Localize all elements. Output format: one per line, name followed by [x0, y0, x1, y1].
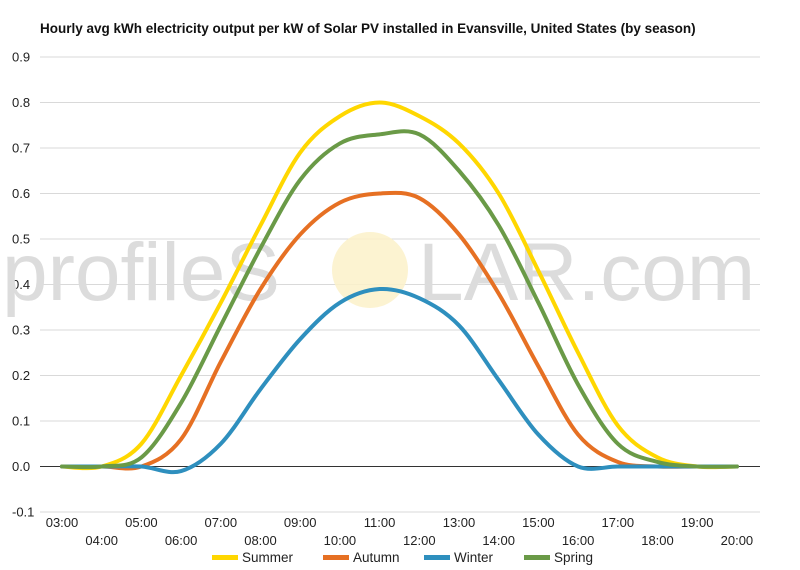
y-tick-label: 0.4 [12, 277, 30, 292]
series-line-spring [60, 129, 739, 470]
chart-title: Hourly avg kWh electricity output per kW… [40, 21, 696, 36]
x-tick-label: 08:00 [244, 533, 277, 548]
series-line-autumn [60, 190, 739, 471]
x-axis-labels: 03:00 04:00 05:00 06:00 07:00 08:00 09:00 10:00… [46, 515, 753, 548]
y-tick-label: 0.7 [12, 141, 30, 156]
x-tick-label: 05:00 [125, 515, 158, 530]
legend-label-winter: Winter [454, 550, 494, 565]
y-tick-label: 0.2 [12, 368, 30, 383]
series-line-summer [60, 100, 739, 471]
watermark-sun-icon [332, 232, 408, 308]
watermark-right-text: LAR.com [418, 227, 755, 318]
legend-label-summer: Summer [242, 550, 294, 565]
x-tick-label: 03:00 [46, 515, 79, 530]
legend-label-spring: Spring [554, 550, 593, 565]
y-tick-label: -0.1 [12, 505, 34, 520]
x-tick-label: 14:00 [482, 533, 515, 548]
x-tick-label: 07:00 [205, 515, 238, 530]
x-tick-label: 11:00 [364, 515, 396, 530]
y-tick-label: 0.5 [12, 232, 30, 247]
x-tick-label: 06:00 [165, 533, 198, 548]
x-tick-label: 16:00 [562, 533, 595, 548]
legend: Summer Autumn Winter Spring [212, 550, 593, 565]
x-tick-label: 17:00 [602, 515, 635, 530]
y-tick-label: 0.0 [12, 459, 30, 474]
x-tick-label: 09:00 [284, 515, 317, 530]
y-tick-label: 0.9 [12, 50, 30, 65]
y-axis-labels: 0.9 0.8 0.7 0.6 0.5 0.4 0.3 0.2 0.1 0.0 -0.1 [12, 50, 34, 520]
x-tick-label: 04:00 [85, 533, 118, 548]
y-tick-label: 0.3 [12, 323, 30, 338]
legend-swatch-winter [424, 555, 450, 560]
legend-swatch-spring [524, 555, 550, 560]
x-tick-label: 19:00 [681, 515, 714, 530]
x-tick-label: 15:00 [522, 515, 555, 530]
legend-swatch-summer [212, 555, 238, 560]
legend-label-autumn: Autumn [353, 550, 400, 565]
x-tick-label: 20:00 [721, 533, 754, 548]
y-tick-label: 0.1 [12, 414, 30, 429]
x-tick-label: 12:00 [403, 533, 436, 548]
legend-swatch-autumn [323, 555, 349, 560]
series-line-winter [60, 286, 739, 475]
y-tick-label: 0.8 [12, 95, 30, 110]
watermark: profileS LAR.com [2, 227, 755, 318]
x-tick-label: 18:00 [641, 533, 674, 548]
y-tick-label: 0.6 [12, 186, 30, 201]
series-lines [60, 100, 739, 475]
x-tick-label: 13:00 [443, 515, 476, 530]
x-tick-label: 10:00 [324, 533, 357, 548]
